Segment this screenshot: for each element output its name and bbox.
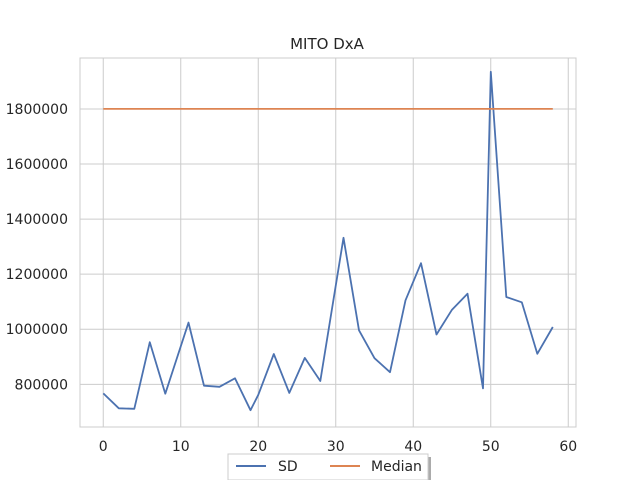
plot-frame	[79, 57, 577, 428]
y-tick-label: 1000000	[6, 322, 68, 338]
legend: SD Median	[227, 453, 431, 480]
x-tick-label: 30	[327, 439, 345, 455]
x-tick-labels: 0 10 20 30 40 50 60	[99, 439, 577, 455]
plot-area	[80, 58, 576, 427]
x-tick-label: 60	[559, 439, 577, 455]
y-tick-label: 800000	[15, 377, 68, 393]
y-tick-label: 1200000	[6, 267, 68, 283]
y-tick-labels: 800000 1000000 1200000 1400000 1600000 180000…	[6, 102, 68, 393]
x-tick-label: 0	[99, 439, 108, 455]
y-tick-label: 1400000	[6, 212, 68, 228]
legend-label-median: Median	[371, 459, 422, 475]
legend-box	[227, 453, 429, 480]
y-tick-label: 1600000	[6, 157, 68, 173]
x-tick-label: 20	[249, 439, 267, 455]
x-tick-label: 40	[404, 439, 422, 455]
chart-title: MITO DxA	[290, 35, 365, 53]
y-tick-label: 1800000	[6, 102, 68, 118]
x-tick-label: 10	[172, 439, 190, 455]
x-tick-label: 50	[482, 439, 500, 455]
series-lines	[102, 70, 554, 412]
legend-label-sd: SD	[278, 459, 298, 475]
series-line-sd	[102, 70, 554, 412]
